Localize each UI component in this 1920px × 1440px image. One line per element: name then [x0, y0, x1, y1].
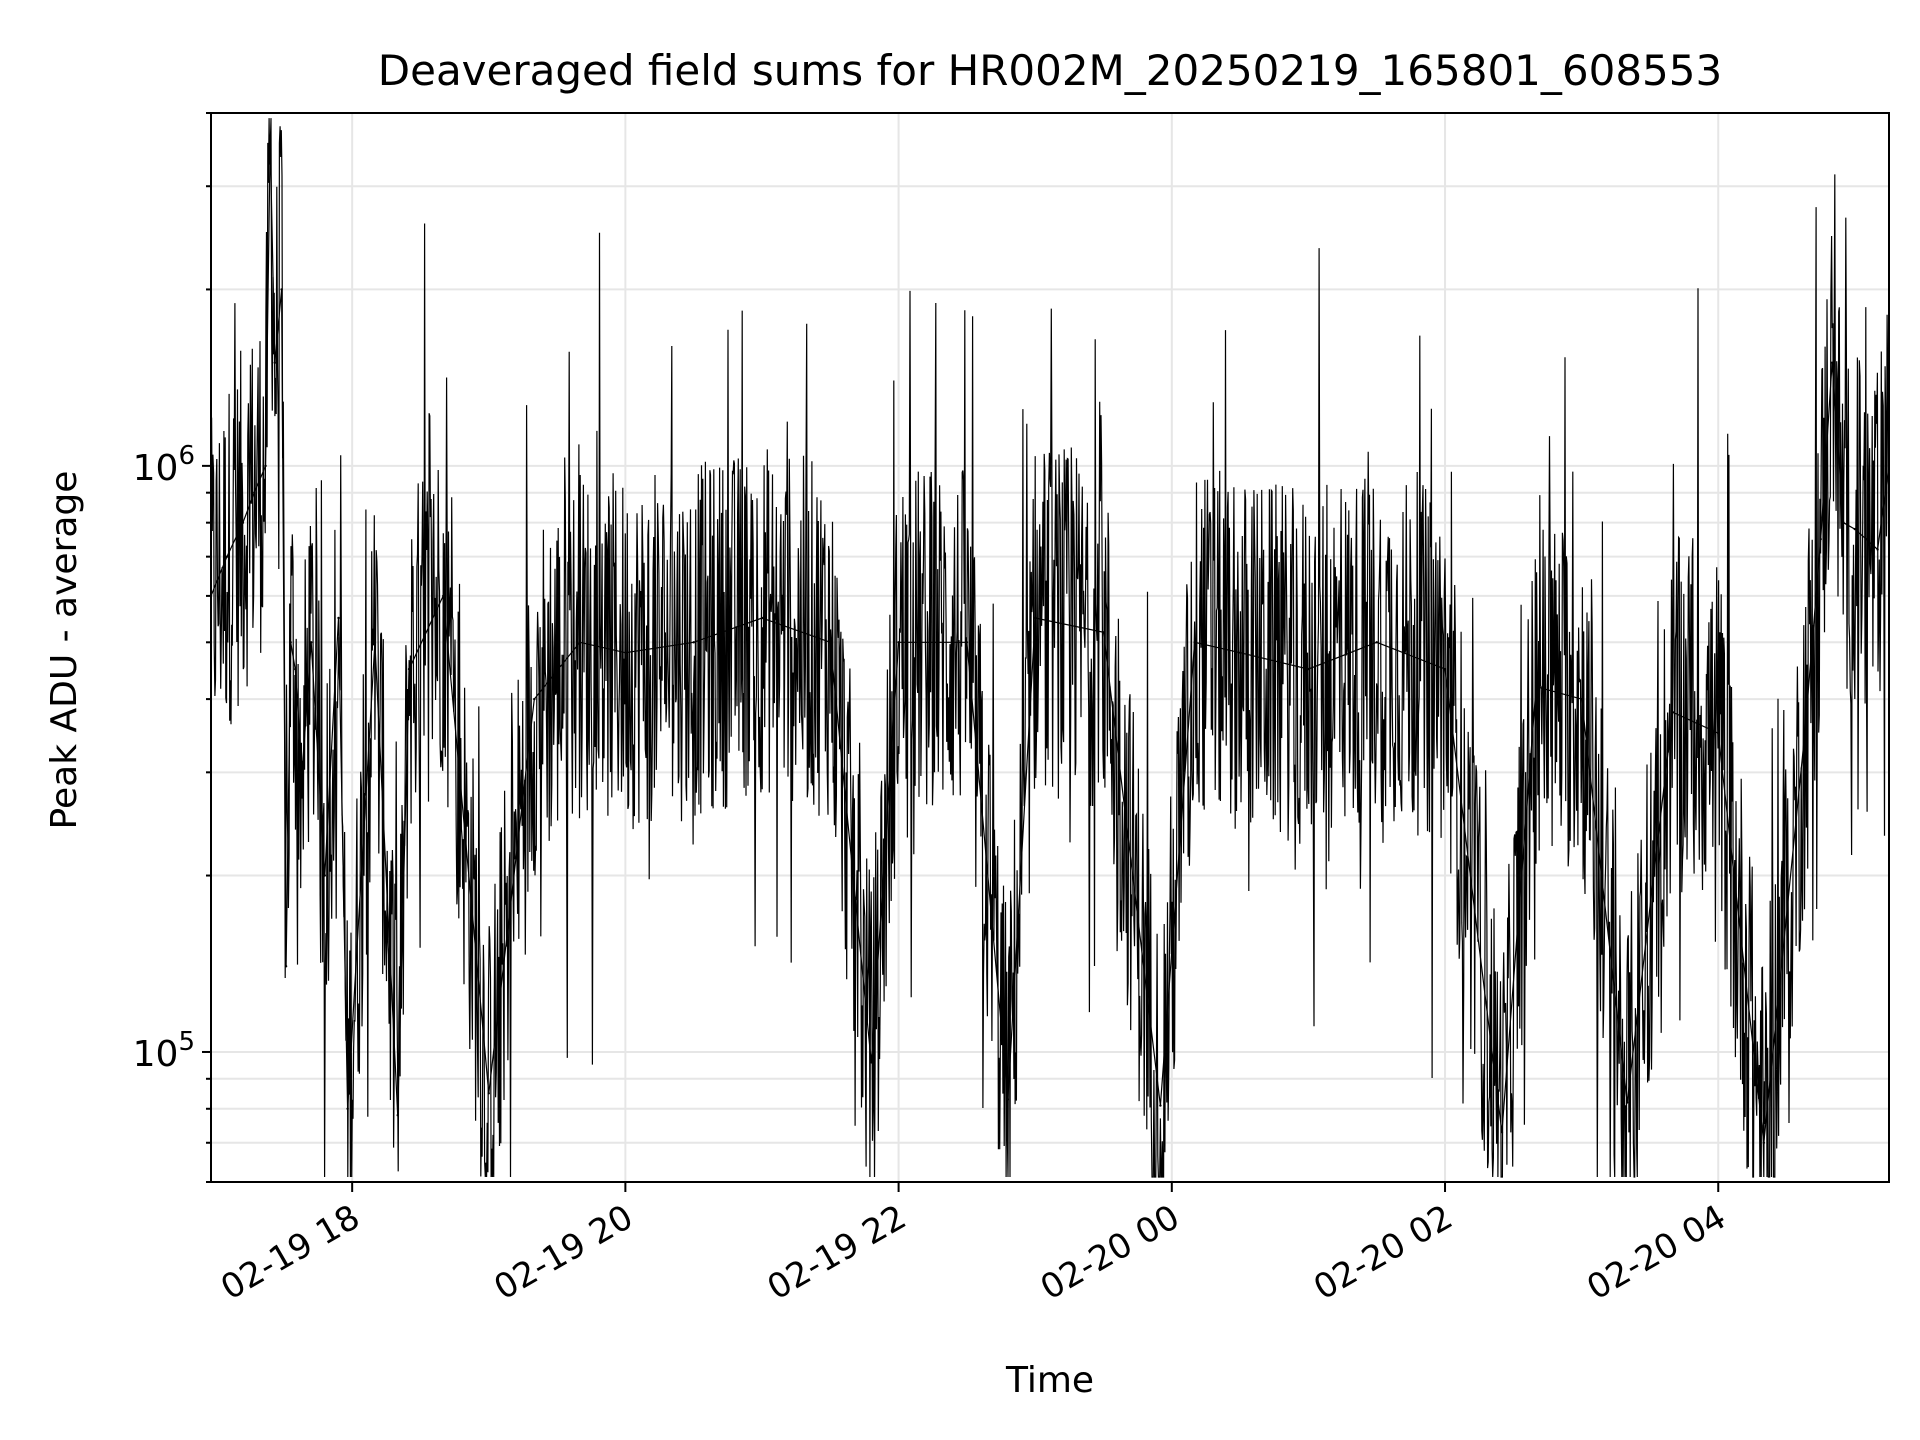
data-point: [1830, 361, 1834, 364]
data-point: [1876, 548, 1879, 551]
data-point: [284, 965, 288, 968]
data-point: [578, 641, 581, 644]
data-point: [1006, 1098, 1010, 1101]
data-point: [273, 361, 276, 364]
data-point: [1762, 1141, 1766, 1145]
data-point: [225, 555, 229, 558]
y-tick-label: 106: [133, 441, 195, 489]
data-point: [1580, 697, 1583, 701]
data-point: [1500, 1130, 1504, 1134]
data-point: [533, 697, 536, 701]
x-axis-label: Time: [1005, 1360, 1094, 1401]
y-axis-label: Peak ADU - average: [44, 471, 85, 830]
data-point: [241, 521, 245, 524]
data-point: [1375, 641, 1378, 644]
data-point: [323, 874, 326, 877]
data-point: [269, 138, 272, 141]
data-point: [1307, 667, 1310, 671]
chart-title: Deaveraged field sums for HR002M_2025021…: [378, 46, 1722, 95]
data-point: [373, 641, 377, 644]
series-layer: [211, 118, 1889, 1178]
data-point: [1853, 527, 1857, 531]
data-point: [253, 491, 256, 494]
data-point: [407, 667, 411, 671]
data-point: [1803, 731, 1807, 735]
data-point: [1034, 616, 1037, 620]
data-point: [1443, 667, 1447, 671]
data-point: [897, 641, 900, 644]
data-point: [1819, 537, 1822, 541]
data-point: [280, 288, 283, 291]
data-point: [289, 641, 292, 644]
plot-area-frame: [210, 112, 1890, 1183]
data-point: [624, 651, 627, 654]
data-point: [1671, 711, 1674, 714]
data-point: [1842, 521, 1845, 524]
series-line: [211, 139, 1889, 1143]
noise-trace: [211, 118, 1889, 1178]
data-point: [829, 641, 832, 644]
y-tick-label: 105: [133, 1027, 195, 1075]
data-point: [870, 1061, 873, 1064]
data-point: [310, 641, 313, 644]
data-point: [1159, 1104, 1162, 1107]
data-point: [442, 594, 445, 598]
data-point: [1865, 537, 1868, 541]
data-point: [294, 667, 297, 671]
data-point: [1717, 731, 1720, 735]
data-point: [1102, 631, 1105, 634]
data-point: [264, 464, 267, 468]
data-point: [300, 771, 304, 774]
data-point: [1193, 641, 1196, 644]
data-point: [760, 616, 764, 620]
data-point: [965, 641, 969, 644]
data-point: [692, 641, 695, 644]
data-point: [346, 1107, 349, 1111]
y-axis: 105 106: [133, 112, 211, 1183]
data-point: [1238, 651, 1242, 654]
data-point: [1534, 685, 1538, 688]
data-point: [1626, 1101, 1629, 1104]
data-point: [487, 1092, 490, 1095]
data-point: [337, 616, 340, 620]
data-point: [396, 1114, 399, 1117]
